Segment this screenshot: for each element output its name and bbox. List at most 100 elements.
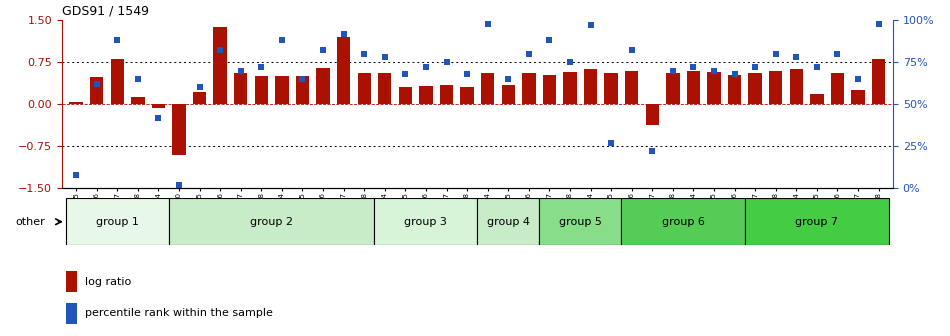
Point	[501, 76, 516, 82]
Bar	[789, 70, 803, 104]
Text: group 5: group 5	[559, 217, 601, 227]
Bar	[276, 76, 289, 104]
Bar	[66, 271, 77, 292]
Point	[130, 76, 145, 82]
Point	[788, 54, 804, 60]
Text: group 4: group 4	[486, 217, 530, 227]
Point	[522, 51, 537, 56]
Bar	[440, 85, 453, 104]
Point	[398, 71, 413, 77]
Point	[294, 76, 310, 82]
Point	[418, 65, 433, 70]
Point	[336, 31, 351, 36]
Bar	[461, 87, 474, 104]
Bar	[604, 73, 618, 104]
Point	[562, 59, 578, 65]
Bar	[90, 77, 104, 104]
Text: group 7: group 7	[795, 217, 838, 227]
Bar	[621, 198, 745, 245]
Bar	[749, 73, 762, 104]
Bar	[419, 86, 432, 104]
Bar	[502, 85, 515, 104]
Bar	[625, 71, 638, 104]
Point	[151, 115, 166, 120]
Bar	[477, 198, 539, 245]
Bar	[666, 73, 679, 104]
Bar	[810, 94, 824, 104]
Text: GDS91 / 1549: GDS91 / 1549	[62, 5, 149, 17]
Bar	[255, 76, 268, 104]
Text: group 3: group 3	[405, 217, 447, 227]
Point	[665, 68, 680, 73]
Bar	[214, 27, 227, 104]
Bar	[830, 73, 845, 104]
Bar	[687, 71, 700, 104]
Point	[171, 182, 186, 187]
Bar	[193, 92, 206, 104]
Bar	[563, 72, 577, 104]
Bar	[152, 104, 165, 108]
Bar	[234, 73, 247, 104]
Bar	[172, 104, 185, 155]
Point	[686, 65, 701, 70]
Bar	[728, 75, 741, 104]
Bar	[316, 68, 330, 104]
Point	[439, 59, 454, 65]
Point	[68, 172, 84, 177]
Point	[809, 65, 825, 70]
Bar	[66, 198, 169, 245]
Point	[850, 76, 865, 82]
Bar	[374, 198, 477, 245]
Text: log ratio: log ratio	[85, 277, 131, 287]
Point	[109, 38, 124, 43]
Point	[830, 51, 846, 56]
Bar	[872, 59, 885, 104]
Point	[769, 51, 784, 56]
Bar	[522, 73, 536, 104]
Bar	[481, 73, 494, 104]
Bar	[584, 70, 598, 104]
Point	[254, 65, 269, 70]
Point	[542, 38, 557, 43]
Point	[213, 48, 228, 53]
Text: other: other	[15, 217, 46, 227]
Bar	[110, 59, 124, 104]
Bar	[66, 303, 77, 324]
Bar	[378, 73, 391, 104]
Text: group 1: group 1	[96, 217, 139, 227]
Point	[480, 21, 495, 26]
Bar	[851, 90, 864, 104]
Bar	[169, 198, 374, 245]
Bar	[69, 102, 83, 104]
Point	[275, 38, 290, 43]
Point	[460, 71, 475, 77]
Text: group 2: group 2	[250, 217, 294, 227]
Bar	[539, 198, 621, 245]
Point	[233, 68, 248, 73]
Text: group 6: group 6	[662, 217, 705, 227]
Bar	[745, 198, 889, 245]
Text: percentile rank within the sample: percentile rank within the sample	[85, 308, 273, 319]
Bar	[337, 37, 351, 104]
Point	[871, 21, 886, 26]
Bar	[399, 87, 412, 104]
Point	[89, 81, 104, 87]
Point	[377, 54, 392, 60]
Point	[748, 65, 763, 70]
Bar	[646, 104, 659, 125]
Bar	[131, 97, 144, 104]
Point	[356, 51, 371, 56]
Point	[645, 149, 660, 154]
Point	[315, 48, 331, 53]
Point	[624, 48, 639, 53]
Bar	[708, 72, 721, 104]
Bar	[770, 71, 783, 104]
Bar	[542, 75, 556, 104]
Point	[727, 71, 742, 77]
Point	[707, 68, 722, 73]
Point	[583, 23, 598, 28]
Bar	[295, 76, 309, 104]
Point	[603, 140, 618, 145]
Point	[192, 85, 207, 90]
Bar	[357, 73, 370, 104]
